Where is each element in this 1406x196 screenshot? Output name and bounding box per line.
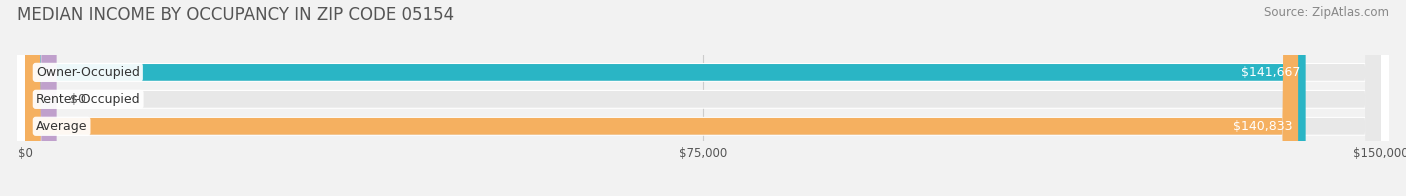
Text: Renter-Occupied: Renter-Occupied xyxy=(37,93,141,106)
FancyBboxPatch shape xyxy=(25,0,1298,196)
Text: MEDIAN INCOME BY OCCUPANCY IN ZIP CODE 05154: MEDIAN INCOME BY OCCUPANCY IN ZIP CODE 0… xyxy=(17,6,454,24)
FancyBboxPatch shape xyxy=(25,0,1381,196)
FancyBboxPatch shape xyxy=(25,0,1381,196)
FancyBboxPatch shape xyxy=(17,0,1389,196)
FancyBboxPatch shape xyxy=(25,0,1306,196)
Text: Average: Average xyxy=(37,120,87,133)
Text: Owner-Occupied: Owner-Occupied xyxy=(37,66,139,79)
Text: $0: $0 xyxy=(70,93,86,106)
Text: $140,833: $140,833 xyxy=(1233,120,1292,133)
FancyBboxPatch shape xyxy=(25,0,56,196)
Text: $141,667: $141,667 xyxy=(1241,66,1301,79)
FancyBboxPatch shape xyxy=(17,0,1389,196)
Text: Source: ZipAtlas.com: Source: ZipAtlas.com xyxy=(1264,6,1389,19)
FancyBboxPatch shape xyxy=(25,0,1381,196)
FancyBboxPatch shape xyxy=(17,0,1389,196)
